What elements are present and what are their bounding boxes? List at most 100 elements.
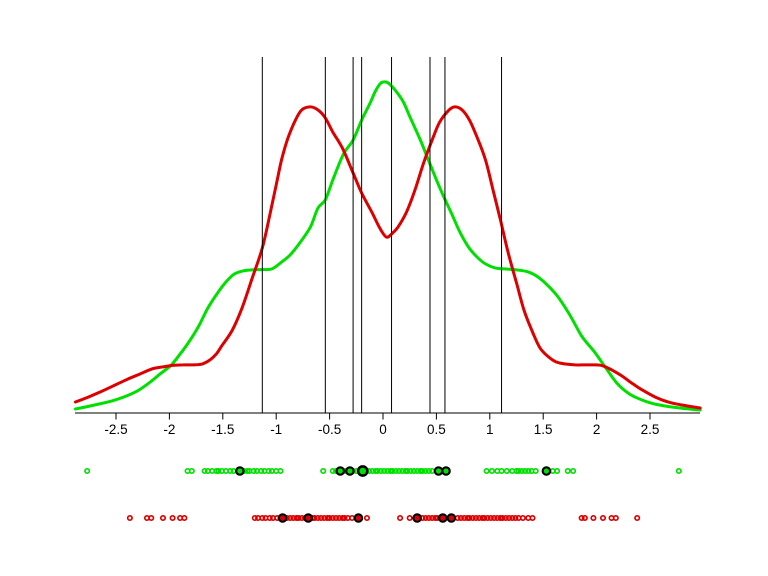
red-rug-dot	[578, 514, 585, 522]
red-rug-dot	[425, 514, 432, 522]
red-rug-marked-dot	[448, 515, 455, 521]
red-rug-dot	[181, 514, 188, 522]
green-rug-dot	[374, 467, 381, 475]
red-rug-dot	[126, 514, 133, 522]
green-rug-dot	[377, 467, 384, 475]
green-rug-dot	[369, 467, 376, 475]
red-rug-dot	[476, 514, 483, 522]
x-axis-tick-label: -1.5	[211, 422, 234, 437]
red-rug-dot	[326, 514, 333, 522]
red-rug-dot	[599, 514, 607, 522]
green-rug-dot	[381, 467, 388, 475]
red-rug-dot	[461, 514, 468, 522]
red-rug-dot	[339, 514, 346, 522]
red-rug-dot	[363, 514, 371, 522]
x-axis-tick-label: -2	[163, 422, 175, 437]
green-rug-dot	[515, 467, 522, 475]
green-rug-dot	[188, 467, 195, 475]
green-rug-dot	[389, 467, 396, 475]
green-rug-dot	[417, 467, 424, 475]
red-rug-dot	[499, 514, 506, 522]
green-rug-dot	[244, 467, 251, 475]
red-rug-dot	[512, 514, 519, 522]
x-axis-tick-label: -0.5	[318, 422, 341, 437]
red-rug-marked-ring	[412, 513, 422, 523]
green-rug-dot	[84, 467, 91, 475]
green-density-curve	[73, 80, 702, 412]
red-rug-marked-dot	[305, 515, 311, 521]
green-rug-dot	[429, 467, 436, 475]
green-rug-marked-dot-large	[359, 467, 367, 475]
red-rug-dot	[290, 514, 297, 522]
x-axis-tick-label: -2.5	[104, 422, 127, 437]
red-rug-dot	[422, 514, 429, 522]
green-rug-marked-ring	[345, 466, 355, 476]
x-axis-tick-label: 0	[379, 422, 387, 437]
red-rug-marked-ring	[277, 513, 288, 523]
red-rug-marked-dot	[355, 515, 362, 521]
green-rug-dot	[518, 467, 525, 475]
green-rug-marked-dot	[347, 468, 353, 474]
red-density-curve	[73, 105, 702, 410]
red-rug-dot	[519, 514, 526, 522]
green-rug-marked-ring	[441, 466, 451, 476]
green-rug-dot	[402, 467, 409, 475]
red-rug-dot	[494, 514, 501, 522]
green-rug-dot	[395, 467, 403, 475]
red-rug-dot	[329, 514, 336, 522]
red-rug-dot	[581, 514, 588, 522]
green-rug-dot	[532, 467, 539, 475]
green-rug-dot	[320, 467, 327, 475]
x-axis-tick-label: 2.5	[641, 422, 660, 437]
red-rug-dot	[159, 514, 167, 522]
green-rug-dot	[414, 467, 421, 475]
green-rug-marked-dot	[443, 468, 449, 474]
red-rug-dot	[321, 514, 328, 522]
green-rug-marked-dot	[237, 468, 243, 474]
red-rug-dot	[406, 514, 413, 522]
green-rug-dot	[498, 467, 505, 475]
green-rug-dot	[404, 467, 411, 475]
red-rug-dot	[148, 514, 155, 522]
red-rug-marked-ring	[303, 513, 314, 523]
red-rug-dot	[314, 514, 321, 522]
green-rug-dot	[250, 467, 257, 475]
green-rug-dot	[419, 467, 426, 475]
green-rug-marked-ring-large	[356, 465, 369, 477]
green-rug-dot	[525, 467, 532, 475]
red-rug-marked-ring	[438, 513, 448, 523]
green-rug-dot	[425, 467, 432, 475]
green-rug-dot	[554, 467, 561, 475]
red-rug-dot	[397, 514, 404, 522]
green-rug-dot	[265, 467, 272, 475]
red-rug-dot	[259, 514, 266, 522]
red-rug-dot	[497, 514, 504, 522]
red-rug-dot	[484, 514, 491, 522]
green-rug-marked-dot	[337, 468, 343, 474]
red-rug-dot	[251, 514, 258, 522]
green-rug-dot	[521, 467, 529, 475]
green-rug-dot	[564, 467, 571, 475]
red-rug-dot	[479, 514, 486, 522]
green-rug-dot	[410, 467, 418, 475]
red-rug-dot	[509, 514, 516, 522]
x-axis-tick-label: 0.5	[427, 422, 446, 437]
green-rug-dot	[329, 467, 336, 475]
green-rug-dot	[387, 467, 394, 475]
green-rug-dot	[213, 467, 220, 475]
x-axis-tick-label: -1	[270, 422, 282, 437]
red-rug-dot	[612, 514, 619, 522]
green-rug-dot	[258, 467, 265, 475]
red-rug-marked-dot	[440, 515, 446, 521]
red-rug-dot	[464, 514, 471, 522]
green-rug-dot	[570, 467, 577, 475]
red-rug-marked-dot	[414, 515, 420, 521]
x-axis-tick-label: 2	[593, 422, 601, 437]
red-rug-marked-dot	[279, 515, 286, 521]
red-rug-dot	[469, 514, 476, 522]
red-rug-dot	[336, 514, 343, 522]
red-rug-dot	[481, 514, 488, 522]
red-rug-dot	[487, 514, 494, 522]
